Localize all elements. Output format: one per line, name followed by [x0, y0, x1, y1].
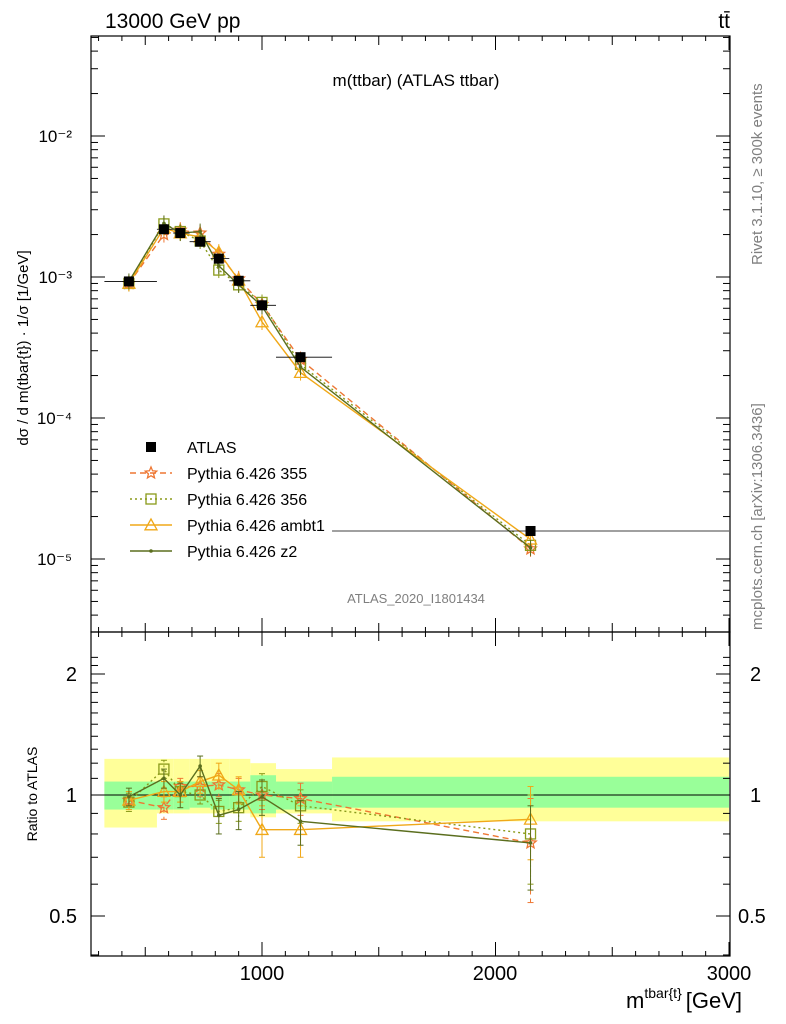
legend-label: Pythia 6.426 356: [187, 492, 307, 509]
ratio-point: [198, 764, 202, 768]
legend-marker: [143, 465, 159, 480]
data-point: [158, 224, 169, 235]
ratio-point: [156, 799, 172, 814]
ratio-point: [127, 794, 131, 799]
ratio-point: [236, 807, 241, 812]
main-ytick-label: 10⁻²: [38, 127, 72, 146]
ratio-ytick-label-right: 2: [750, 664, 761, 686]
process-label: tt̄: [718, 10, 730, 33]
ratio-axis-ticks: [91, 632, 730, 956]
data-point: [257, 300, 267, 311]
ratio-series: [121, 755, 538, 904]
main-series: [104, 215, 729, 557]
ratio-point: [193, 774, 208, 788]
ratio-point: [260, 794, 264, 799]
data-point: [233, 275, 244, 286]
data-point: [198, 229, 202, 234]
data-point: [528, 546, 533, 550]
legend-marker: [149, 549, 153, 553]
plot-title: m(ttbar) (ATLAS ttbar): [333, 71, 500, 90]
main-axis-ticks: [91, 36, 730, 632]
legend-marker: [146, 442, 156, 452]
data-point: [175, 228, 186, 239]
ratio-point: [156, 784, 172, 797]
xtick-label: 1000: [240, 963, 285, 985]
xaxis-label: mtbar{t} [GeV]: [626, 985, 742, 1013]
ratio-point: [217, 813, 221, 818]
data-point: [293, 365, 308, 379]
legend-marker: [145, 493, 157, 505]
main-ytick-label: 10⁻³: [38, 268, 72, 287]
ratio-ytick-label-right: 0.5: [738, 906, 766, 928]
legend-marker: [143, 517, 159, 531]
legend-label: Pythia 6.426 z2: [187, 544, 297, 561]
ratio-ytick-label-left: 1: [66, 785, 77, 807]
legend-label: ATLAS: [187, 440, 237, 457]
ratio-ytick-label-left: 0.5: [49, 906, 77, 928]
ratio-point: [162, 776, 166, 781]
data-point: [254, 314, 270, 328]
ratio-point: [178, 793, 183, 797]
energy-label: 13000 GeV pp: [105, 10, 240, 33]
ratio-band-inner: [276, 781, 333, 810]
ratio-point: [254, 822, 270, 836]
ratio-ytick-label-left: 2: [66, 664, 77, 686]
data-point: [123, 276, 134, 287]
mcplots-credit-text: mcplots.cern.ch [arXiv:1306.3436]: [749, 403, 766, 630]
xtick-label: 3000: [707, 963, 752, 985]
ratio-ytick-label-right: 1: [750, 785, 761, 807]
data-point: [298, 365, 303, 369]
ratio-ylabel: Ratio to ATLAS: [24, 747, 40, 842]
ratio-point: [528, 841, 533, 845]
rivet-version-text: Rivet 3.1.10, ≥ 300k events: [749, 83, 766, 265]
legend: ATLAS Pythia 6.426 355 Pythia 6.426 356 Pyt…: [130, 440, 325, 561]
data-point: [213, 253, 224, 264]
data-point: [195, 236, 206, 247]
main-panel-frame: [90, 35, 731, 633]
legend-label: Pythia 6.426 355: [187, 466, 307, 483]
analysis-watermark: ATLAS_2020_I1801434: [347, 591, 485, 606]
xtick-label: 2000: [473, 963, 518, 985]
data-point: [217, 264, 221, 268]
data-point: [295, 352, 306, 363]
main-ylabel: dσ / d m(tbar{t}) · 1/σ [1/GeV]: [15, 250, 32, 445]
ratio-point: [211, 767, 226, 781]
main-ytick-label: 10⁻⁵: [37, 550, 72, 569]
data-point: [525, 525, 536, 536]
main-ytick-label: 10⁻⁴: [37, 409, 72, 428]
ratio-point: [298, 819, 303, 824]
ratio-uncertainty-bands: [91, 757, 730, 828]
ratio-panel-frame: [90, 631, 731, 957]
legend-label: Pythia 6.426 ambt1: [187, 518, 325, 535]
